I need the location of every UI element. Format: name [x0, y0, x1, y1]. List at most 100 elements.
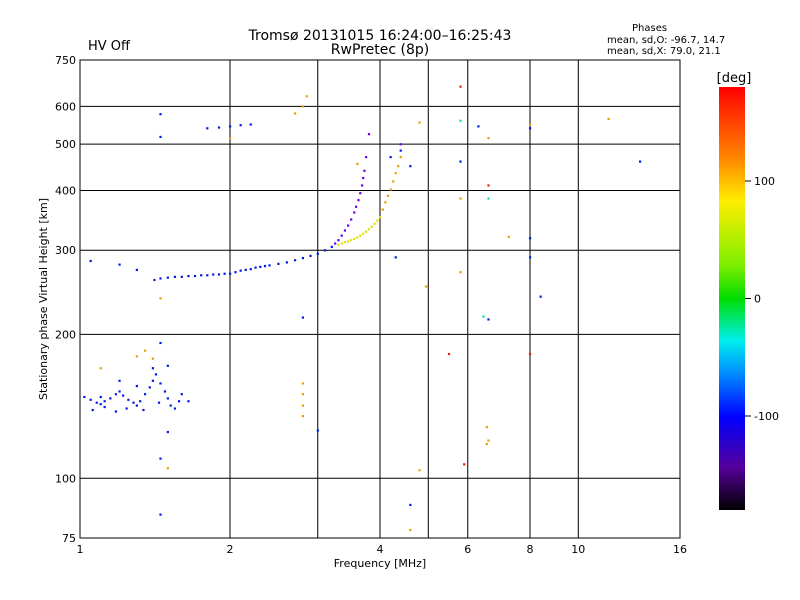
data-point [166, 364, 169, 367]
data-point [132, 401, 135, 404]
data-point [343, 229, 347, 232]
data-point [357, 199, 360, 202]
data-point [379, 216, 382, 219]
data-point [244, 268, 247, 271]
data-point [187, 400, 190, 403]
y-tick-label: 75 [62, 532, 76, 545]
data-point [487, 197, 490, 200]
data-point [459, 85, 462, 88]
data-point [350, 218, 353, 221]
data-point [212, 273, 215, 276]
data-point [409, 503, 412, 507]
data-point [463, 463, 466, 466]
data-point [418, 469, 421, 472]
y-axis: 75 100 200 300 400 500 600 750 [55, 54, 76, 545]
data-point [487, 318, 490, 321]
data-point [346, 224, 350, 227]
data-point [159, 135, 162, 139]
data-point [114, 393, 118, 396]
data-point [293, 259, 297, 262]
data-point [99, 403, 102, 406]
data-point [159, 513, 162, 516]
x-tick-label: 8 [527, 543, 534, 556]
phases-stats-o: mean, sd,O: -96.7, 14.7 [607, 35, 725, 46]
data-point [301, 414, 305, 418]
data-point [109, 397, 112, 400]
data-point [459, 271, 462, 274]
data-point [217, 126, 221, 129]
data-point [487, 439, 490, 442]
chart-title-line1: Tromsø 20131015 16:24:00–16:25:43 [248, 28, 512, 44]
data-point [459, 197, 462, 200]
data-point [639, 160, 642, 163]
data-point [135, 384, 138, 388]
data-point [507, 235, 510, 239]
colorbar-label: [deg] [717, 71, 752, 86]
data-point [386, 194, 390, 197]
data-point [229, 137, 232, 140]
data-point [365, 230, 368, 233]
data-point [459, 119, 462, 122]
y-tick-label: 750 [55, 54, 76, 67]
data-point [103, 405, 106, 409]
data-point [166, 397, 169, 400]
data-point [223, 272, 226, 275]
data-point [397, 165, 400, 168]
data-point [239, 269, 242, 272]
data-point [99, 395, 102, 399]
data-point [409, 165, 412, 168]
x-axis: 1 2 4 6 8 10 16 [77, 543, 688, 556]
data-point [356, 236, 359, 239]
data-point [399, 156, 402, 159]
data-point [254, 266, 257, 269]
chart-title-line2: RwPretec (8p) [331, 42, 429, 58]
y-tick-label: 100 [55, 472, 76, 485]
data-point [459, 160, 462, 163]
data-point [114, 410, 118, 413]
data-point [206, 274, 209, 277]
data-point [301, 316, 305, 319]
data-point [259, 265, 262, 268]
data-point [399, 149, 402, 152]
data-point [418, 121, 421, 124]
data-point [200, 274, 203, 277]
y-tick-label: 200 [55, 328, 76, 341]
data-points [83, 85, 642, 532]
data-point [180, 393, 183, 396]
phases-stats-title: Phases [632, 23, 667, 34]
data-point [159, 457, 162, 460]
data-point [425, 285, 428, 288]
x-tick-label: 4 [377, 543, 384, 556]
plot-frame [79, 59, 681, 539]
data-point [354, 205, 358, 208]
data-point [409, 528, 412, 532]
data-point [118, 390, 121, 393]
data-point [91, 408, 94, 412]
colorbar-tick-label: -100 [754, 410, 779, 423]
data-point [337, 239, 340, 242]
data-point [157, 401, 161, 404]
data-point [180, 275, 183, 278]
y-tick-label: 400 [55, 184, 76, 197]
data-point [89, 259, 92, 263]
data-point [323, 249, 327, 252]
data-point [529, 127, 532, 130]
data-point [159, 277, 162, 280]
data-point [169, 404, 172, 407]
data-point [340, 234, 343, 237]
data-point [487, 137, 490, 140]
data-point [301, 256, 305, 260]
data-point [206, 127, 209, 130]
data-point [173, 407, 177, 410]
data-point [135, 355, 138, 358]
data-point [193, 274, 197, 278]
colorbar-tick-label: 0 [754, 293, 761, 306]
data-point [249, 268, 252, 271]
data-point [166, 430, 169, 434]
data-point [353, 237, 356, 240]
data-point [159, 297, 162, 300]
data-point [268, 264, 271, 267]
data-point [239, 124, 242, 127]
data-point [367, 133, 371, 136]
data-point [485, 442, 488, 446]
